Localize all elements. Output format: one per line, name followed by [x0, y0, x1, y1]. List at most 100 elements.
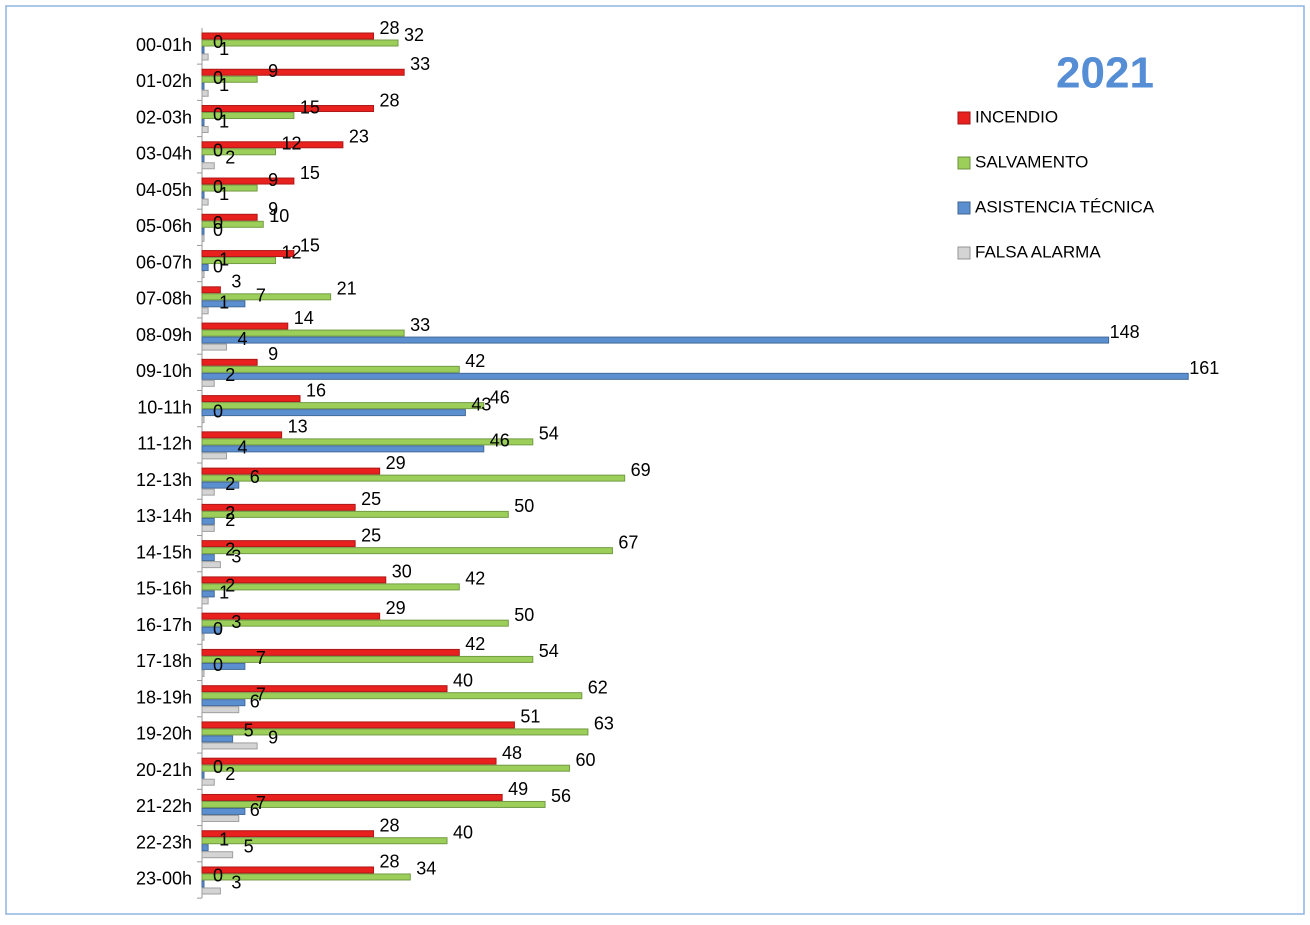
data-label: 50	[514, 605, 534, 625]
data-label: 42	[465, 569, 485, 589]
data-label: 54	[539, 641, 559, 661]
data-label: 1	[219, 583, 229, 603]
bar	[201, 322, 289, 330]
data-label: 67	[618, 532, 638, 552]
bar	[201, 699, 246, 707]
y-tick-label: 00-01h	[136, 35, 192, 55]
data-label: 0	[213, 141, 223, 161]
y-tick-label: 15-16h	[136, 579, 192, 599]
legend-label: FALSA ALARMA	[975, 242, 1101, 261]
bar	[201, 286, 221, 294]
data-label: 2	[225, 503, 235, 523]
bar	[201, 141, 344, 149]
data-label: 51	[520, 707, 540, 727]
data-label: 148	[1110, 322, 1140, 342]
data-label: 60	[576, 750, 596, 770]
y-tick-label: 07-08h	[136, 289, 192, 309]
data-label: 2	[225, 764, 235, 784]
bar	[201, 619, 509, 627]
bar	[201, 590, 215, 598]
data-label: 28	[380, 852, 400, 872]
data-label: 4	[237, 329, 247, 349]
data-label: 1	[219, 75, 229, 95]
data-label: 0	[213, 213, 223, 233]
data-label: 161	[1189, 358, 1219, 378]
y-tick-label: 16-17h	[136, 615, 192, 635]
bar	[201, 814, 240, 822]
bar	[201, 735, 234, 743]
bar	[201, 583, 460, 591]
bar	[201, 198, 209, 206]
bar	[201, 307, 209, 315]
bar	[201, 46, 205, 54]
data-label: 33	[410, 54, 430, 74]
y-tick-label: 19-20h	[136, 724, 192, 744]
bar	[201, 416, 205, 424]
y-tick-label: 13-14h	[136, 506, 192, 526]
data-label: 3	[231, 272, 241, 292]
y-tick-label: 17-18h	[136, 651, 192, 671]
data-label: 32	[404, 25, 424, 45]
data-label: 25	[361, 489, 381, 509]
bar	[201, 481, 240, 489]
chart-title: 2021	[1056, 49, 1154, 98]
bar	[201, 467, 381, 475]
data-label: 63	[594, 714, 614, 734]
data-label: 0	[213, 655, 223, 675]
data-label: 7	[256, 286, 266, 306]
data-label: 13	[288, 417, 308, 437]
bar	[201, 488, 215, 496]
data-label: 0	[213, 401, 223, 421]
bar	[201, 250, 295, 258]
bar	[201, 271, 205, 279]
data-label: 2	[225, 576, 235, 596]
bar	[201, 474, 626, 482]
y-tick-label: 06-07h	[136, 252, 192, 272]
bar	[201, 227, 205, 235]
bar	[201, 53, 209, 61]
bar	[201, 655, 534, 663]
bar	[201, 162, 215, 170]
data-label: 28	[380, 18, 400, 38]
y-tick-label: 12-13h	[136, 470, 192, 490]
y-tick-label: 23-00h	[136, 869, 192, 889]
bar	[201, 39, 399, 47]
data-label: 0	[213, 619, 223, 639]
data-label: 9	[268, 61, 278, 81]
data-label: 2	[225, 539, 235, 559]
data-label: 1	[219, 293, 229, 313]
bar	[201, 503, 356, 511]
data-label: 6	[250, 691, 260, 711]
bar	[201, 112, 295, 120]
bar	[201, 685, 448, 693]
bar	[201, 213, 258, 221]
data-label: 12	[281, 242, 301, 262]
bar	[201, 220, 264, 228]
data-label: 15	[300, 163, 320, 183]
data-label: 29	[386, 453, 406, 473]
data-label: 50	[514, 496, 534, 516]
legend-label: SALVAMENTO	[975, 152, 1088, 171]
data-label: 9	[268, 728, 278, 748]
bar	[201, 764, 571, 772]
y-tick-label: 21-22h	[136, 796, 192, 816]
bar	[201, 669, 205, 677]
data-label: 43	[471, 394, 491, 414]
data-label: 23	[349, 127, 369, 147]
bar	[201, 329, 405, 337]
bar	[201, 880, 205, 888]
bar	[201, 807, 246, 815]
y-tick-label: 20-21h	[136, 760, 192, 780]
data-label: 54	[539, 424, 559, 444]
y-tick-label: 22-23h	[136, 832, 192, 852]
data-label: 10	[269, 206, 289, 226]
data-label: 1	[219, 184, 229, 204]
bar	[201, 887, 221, 895]
bar	[201, 728, 589, 736]
data-label: 0	[213, 256, 223, 276]
data-label: 12	[281, 134, 301, 154]
bar	[201, 365, 460, 373]
y-tick-label: 04-05h	[136, 180, 192, 200]
data-label: 2	[225, 474, 235, 494]
